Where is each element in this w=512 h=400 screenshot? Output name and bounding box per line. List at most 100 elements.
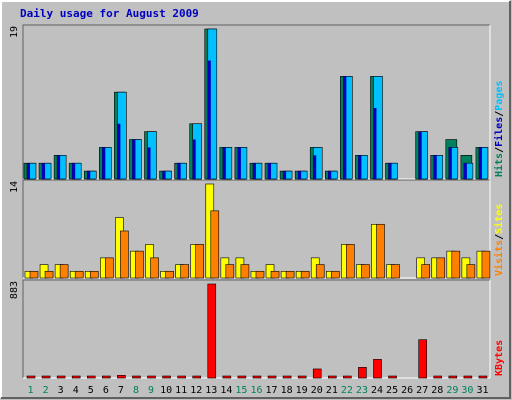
x-tick-day-7: 7 [118, 385, 124, 396]
panel-plot-area [23, 280, 490, 378]
bar-files-day-19 [298, 171, 302, 179]
legend-entry: Pages [494, 81, 505, 111]
y-max-label: 14 [9, 181, 20, 193]
x-tick-day-11: 11 [175, 385, 187, 396]
x-tick-day-17: 17 [266, 385, 278, 396]
bar-kbytes-day-7 [117, 375, 126, 379]
bar-files-day-6 [102, 147, 106, 179]
bar-visits-day-12 [195, 244, 205, 279]
bar-files-day-27 [418, 131, 422, 179]
panel-legend: Visits/Sites [493, 204, 505, 276]
bar-files-day-18 [283, 171, 287, 179]
bar-visits-day-5 [89, 270, 99, 279]
bar-kbytes-day-20 [312, 368, 322, 379]
bar-kbytes-day-30 [463, 375, 473, 379]
bar-files-day-31 [478, 147, 482, 179]
bar-kbytes-day-31 [478, 375, 488, 379]
bar-files-day-2 [42, 163, 46, 179]
x-tick-day-12: 12 [190, 385, 202, 396]
bar-kbytes-day-21 [327, 375, 337, 379]
bar-visits-day-9 [150, 257, 159, 279]
x-tick-day-3: 3 [58, 385, 64, 396]
legend-entry: Hits [493, 153, 505, 177]
bar-files-day-4 [72, 163, 76, 179]
x-tick-day-5: 5 [88, 385, 94, 396]
x-tick-day-29: 29 [446, 385, 458, 396]
x-tick-day-15: 15 [235, 385, 247, 396]
bar-files-day-21 [328, 171, 332, 179]
bar-kbytes-day-4 [71, 375, 81, 379]
x-tick-day-27: 27 [416, 385, 428, 396]
y-max-label: 883 [9, 281, 20, 299]
bar-files-day-24 [373, 107, 377, 179]
panel-frame-shadow [22, 279, 490, 378]
bar-visits-day-30 [466, 264, 476, 279]
bar-files-day-5 [87, 171, 91, 179]
bar-files-day-13 [207, 60, 211, 179]
bar-kbytes-day-18 [282, 375, 292, 379]
bar-visits-day-21 [330, 270, 340, 279]
bar-visits-day-20 [315, 264, 325, 279]
panel-frame-shadow [22, 179, 490, 278]
x-tick-day-18: 18 [281, 385, 293, 396]
panel-sites-visits: 14 Visits/Sites [9, 179, 505, 279]
bar-kbytes-day-22 [343, 375, 352, 379]
bar-kbytes-day-10 [162, 375, 171, 379]
bar-visits-day-27 [421, 264, 430, 279]
bar-visits-day-15 [240, 264, 250, 279]
bar-files-day-12 [192, 139, 196, 179]
bar-files-day-11 [177, 163, 181, 179]
legend-entry: Sites [493, 204, 505, 234]
bar-files-day-7 [117, 123, 121, 179]
x-tick-day-10: 10 [160, 385, 172, 396]
bar-kbytes-day-16 [252, 375, 262, 379]
bar-files-day-28 [433, 155, 437, 179]
bar-visits-day-10 [165, 270, 174, 279]
bar-visits-day-6 [105, 257, 114, 279]
bar-files-day-1 [27, 163, 30, 179]
bar-kbytes-day-9 [147, 375, 156, 379]
bar-kbytes-day-3 [56, 375, 66, 379]
bar-kbytes-day-2 [41, 375, 51, 379]
bar-kbytes-day-12 [192, 375, 202, 379]
x-tick-day-6: 6 [103, 385, 109, 396]
x-tick-day-9: 9 [148, 385, 154, 396]
bar-files-day-16 [252, 163, 256, 179]
bar-visits-day-29 [451, 250, 461, 279]
bar-files-day-20 [313, 155, 317, 179]
bar-kbytes-day-8 [132, 375, 141, 379]
panel-pages-files-hits: 19 Hits/Files/Pages [9, 24, 505, 180]
bar-kbytes-day-11 [177, 375, 186, 379]
bar-files-day-23 [358, 155, 362, 179]
bar-kbytes-day-1 [26, 375, 36, 379]
bar-kbytes-day-17 [267, 375, 277, 379]
x-tick-day-21: 21 [326, 385, 338, 396]
bar-visits-day-1 [29, 270, 39, 279]
legend-entry: / [494, 147, 505, 153]
bar-files-day-8 [132, 139, 136, 179]
bar-visits-day-25 [391, 264, 400, 279]
x-tick-labels: 1 2 3 4 5 6 7 8 9 10 11 12 13 14 15 16 17 18 19 20 21 22 23 24 2… [28, 385, 489, 396]
bar-files-day-17 [268, 163, 272, 179]
x-tick-day-2: 2 [43, 385, 49, 396]
y-max-label: 19 [9, 26, 20, 38]
bar-kbytes-day-15 [237, 375, 247, 379]
panel-frame-shadow [22, 24, 490, 179]
x-tick-day-14: 14 [220, 385, 232, 396]
panel-legend: Hits/Files/Pages [493, 81, 505, 177]
x-tick-day-30: 30 [461, 385, 473, 396]
bar-visits-day-2 [44, 270, 54, 279]
bar-kbytes-day-19 [297, 375, 307, 379]
bar-visits-day-28 [436, 257, 446, 279]
bar-visits-day-24 [376, 223, 385, 279]
bar-visits-day-19 [300, 270, 310, 279]
x-tick-day-31: 31 [476, 385, 488, 396]
panel-legend: KBytes [494, 340, 505, 376]
bar-visits-day-23 [361, 264, 370, 279]
legend-entry: / [494, 111, 505, 117]
bar-files-day-30 [463, 163, 467, 179]
bar-kbytes-day-14 [222, 375, 232, 379]
